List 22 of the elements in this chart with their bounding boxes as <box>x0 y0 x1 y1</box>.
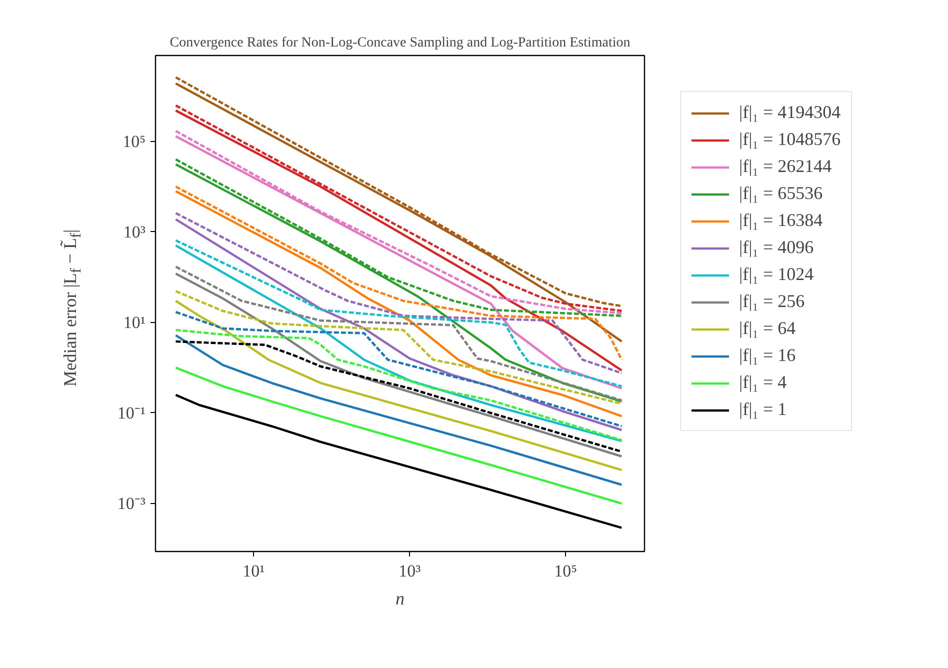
legend-label: |f|₁ = 4096 <box>739 237 814 258</box>
y-tick-label: 10⁻¹ <box>117 403 146 422</box>
x-tick-label: 10³ <box>398 562 421 580</box>
legend-label: |f|₁ = 256 <box>739 291 805 312</box>
y-tick-label: 10⁻³ <box>117 494 146 513</box>
legend-label: |f|₁ = 65536 <box>739 183 823 204</box>
y-tick-label: 10¹ <box>123 312 146 332</box>
chart-title: Convergence Rates for Non-Log-Concave Sampling and Log-Partition Estimation <box>170 36 630 50</box>
legend-label: |f|₁ = 16 <box>739 345 796 366</box>
x-tick-label: 10¹ <box>242 562 265 580</box>
legend-label: |f|₁ = 1 <box>739 399 787 420</box>
legend-label: |f|₁ = 64 <box>739 318 796 339</box>
x-tick-label: 10⁵ <box>554 562 578 580</box>
y-tick-label: 10³ <box>123 222 146 242</box>
legend-label: |f|₁ = 262144 <box>739 156 832 177</box>
legend-label: |f|₁ = 4194304 <box>739 102 841 123</box>
y-tick-label: 10⁵ <box>122 132 146 151</box>
legend-label: |f|₁ = 1048576 <box>739 129 841 150</box>
legend-label: |f|₁ = 16384 <box>739 210 823 231</box>
legend-label: |f|₁ = 1024 <box>739 264 814 285</box>
legend-label: |f|₁ = 4 <box>739 372 787 393</box>
x-axis-title: n <box>396 588 404 608</box>
